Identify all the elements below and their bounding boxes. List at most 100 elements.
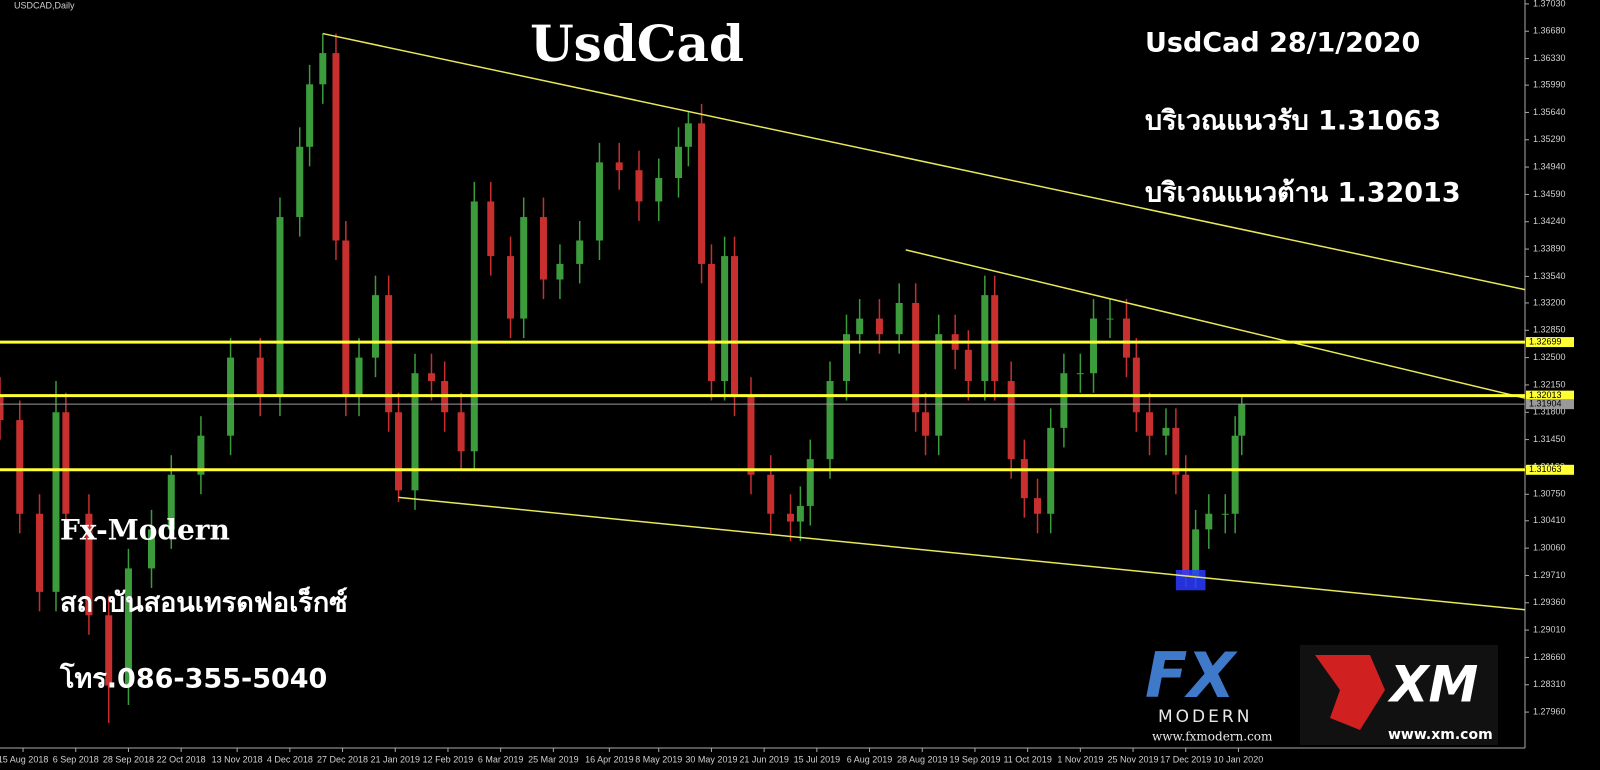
candle bbox=[507, 236, 515, 339]
candle bbox=[796, 486, 804, 542]
candle-body bbox=[16, 420, 24, 514]
candle bbox=[296, 127, 304, 237]
y-tick-label: 1.32500 bbox=[1533, 352, 1566, 362]
candle-body bbox=[826, 381, 834, 460]
candle-body bbox=[306, 84, 314, 147]
candle-body bbox=[806, 459, 814, 506]
candle-body bbox=[256, 357, 264, 397]
candle bbox=[1106, 299, 1114, 339]
trend-line bbox=[398, 496, 1526, 611]
candle-body bbox=[767, 474, 775, 514]
candle bbox=[1020, 439, 1028, 518]
candle bbox=[52, 381, 60, 612]
level-tag bbox=[1526, 337, 1574, 348]
y-tick-label: 1.30410 bbox=[1533, 515, 1566, 525]
y-tick-label: 1.35290 bbox=[1533, 134, 1566, 144]
candle bbox=[786, 494, 794, 542]
candle bbox=[635, 150, 643, 221]
candle-body bbox=[935, 334, 943, 436]
candle bbox=[595, 142, 603, 261]
candle bbox=[256, 338, 264, 417]
candle-body bbox=[1020, 459, 1028, 499]
candle bbox=[1146, 392, 1154, 456]
y-tick-label: 1.27960 bbox=[1533, 706, 1566, 716]
candle-body bbox=[1132, 357, 1140, 413]
candle bbox=[1182, 455, 1190, 588]
candle-body bbox=[148, 529, 156, 569]
y-tick-label: 1.32850 bbox=[1533, 325, 1566, 335]
y-tick-label: 1.34940 bbox=[1533, 161, 1566, 171]
candle bbox=[105, 595, 113, 724]
level-label: 1.31063 bbox=[1529, 464, 1562, 474]
candle bbox=[731, 236, 739, 417]
candle bbox=[981, 275, 989, 401]
candle bbox=[371, 275, 379, 378]
candle-body bbox=[991, 295, 999, 382]
candle bbox=[332, 33, 340, 261]
candle-body bbox=[355, 357, 363, 397]
candle-body bbox=[922, 412, 930, 436]
x-tick-label: 1 Nov 2019 bbox=[1057, 754, 1103, 764]
candle bbox=[1238, 396, 1246, 456]
candle bbox=[576, 220, 584, 284]
xm-logo-url: www.xm.com bbox=[1388, 727, 1493, 743]
candle bbox=[148, 509, 156, 588]
candle bbox=[1162, 408, 1170, 456]
candle-body bbox=[1076, 373, 1084, 375]
x-tick-label: 11 Oct 2019 bbox=[1003, 754, 1051, 764]
candle bbox=[0, 377, 4, 440]
y-tick-label: 1.28660 bbox=[1533, 652, 1566, 662]
x-tick-label: 30 May 2019 bbox=[685, 754, 737, 764]
candle-body bbox=[0, 396, 4, 421]
candle-body bbox=[964, 349, 972, 382]
candle-body bbox=[1182, 474, 1190, 577]
x-tick-label: 13 Nov 2018 bbox=[212, 754, 263, 764]
level-label: 1.32013 bbox=[1529, 390, 1562, 400]
candle bbox=[85, 494, 93, 635]
candle-body bbox=[319, 53, 327, 85]
y-tick-label: 1.34590 bbox=[1533, 189, 1566, 199]
candle bbox=[457, 392, 465, 471]
y-tick-label: 1.31450 bbox=[1533, 434, 1566, 444]
brand-name: Fx-Modern bbox=[60, 514, 230, 547]
candle-body bbox=[595, 162, 603, 241]
candle bbox=[1060, 353, 1068, 448]
candle bbox=[856, 299, 864, 354]
candle-body bbox=[707, 263, 715, 382]
candle-body bbox=[507, 256, 515, 319]
candle bbox=[1132, 338, 1140, 432]
y-tick-label: 1.28310 bbox=[1533, 679, 1566, 689]
candle-body bbox=[167, 474, 175, 530]
candle-body bbox=[875, 318, 883, 335]
candle bbox=[342, 220, 350, 417]
candle bbox=[655, 158, 663, 221]
y-tick-label: 1.36680 bbox=[1533, 26, 1566, 36]
xm-logo-text: XM bbox=[1387, 656, 1478, 714]
candle bbox=[411, 353, 419, 510]
candle-body bbox=[105, 615, 113, 686]
note: UsdCad 28/1/2020 bbox=[1145, 28, 1420, 59]
candle-body bbox=[124, 568, 132, 686]
candle-body bbox=[796, 505, 804, 522]
candle-body bbox=[332, 53, 340, 241]
candle-body bbox=[395, 412, 403, 491]
candle-body bbox=[1162, 427, 1170, 436]
y-tick-label: 1.30060 bbox=[1533, 542, 1566, 552]
candle bbox=[385, 275, 393, 432]
candle bbox=[470, 181, 478, 471]
y-tick-label: 1.29710 bbox=[1533, 570, 1566, 580]
xm-logo: XM www.xm.com bbox=[1300, 645, 1498, 745]
candle-body bbox=[1238, 404, 1246, 436]
candle-body bbox=[487, 201, 495, 257]
trend-line bbox=[905, 249, 1526, 399]
highlight-box bbox=[1175, 569, 1206, 591]
candle-body bbox=[655, 178, 663, 202]
candle bbox=[1205, 494, 1213, 549]
x-tick-label: 8 May 2019 bbox=[635, 754, 682, 764]
y-tick-label: 1.29010 bbox=[1533, 624, 1566, 634]
candle-body bbox=[1221, 513, 1229, 515]
x-tick-label: 21 Jun 2019 bbox=[739, 754, 789, 764]
candle bbox=[1122, 299, 1130, 378]
y-tick-label: 1.34240 bbox=[1533, 216, 1566, 226]
